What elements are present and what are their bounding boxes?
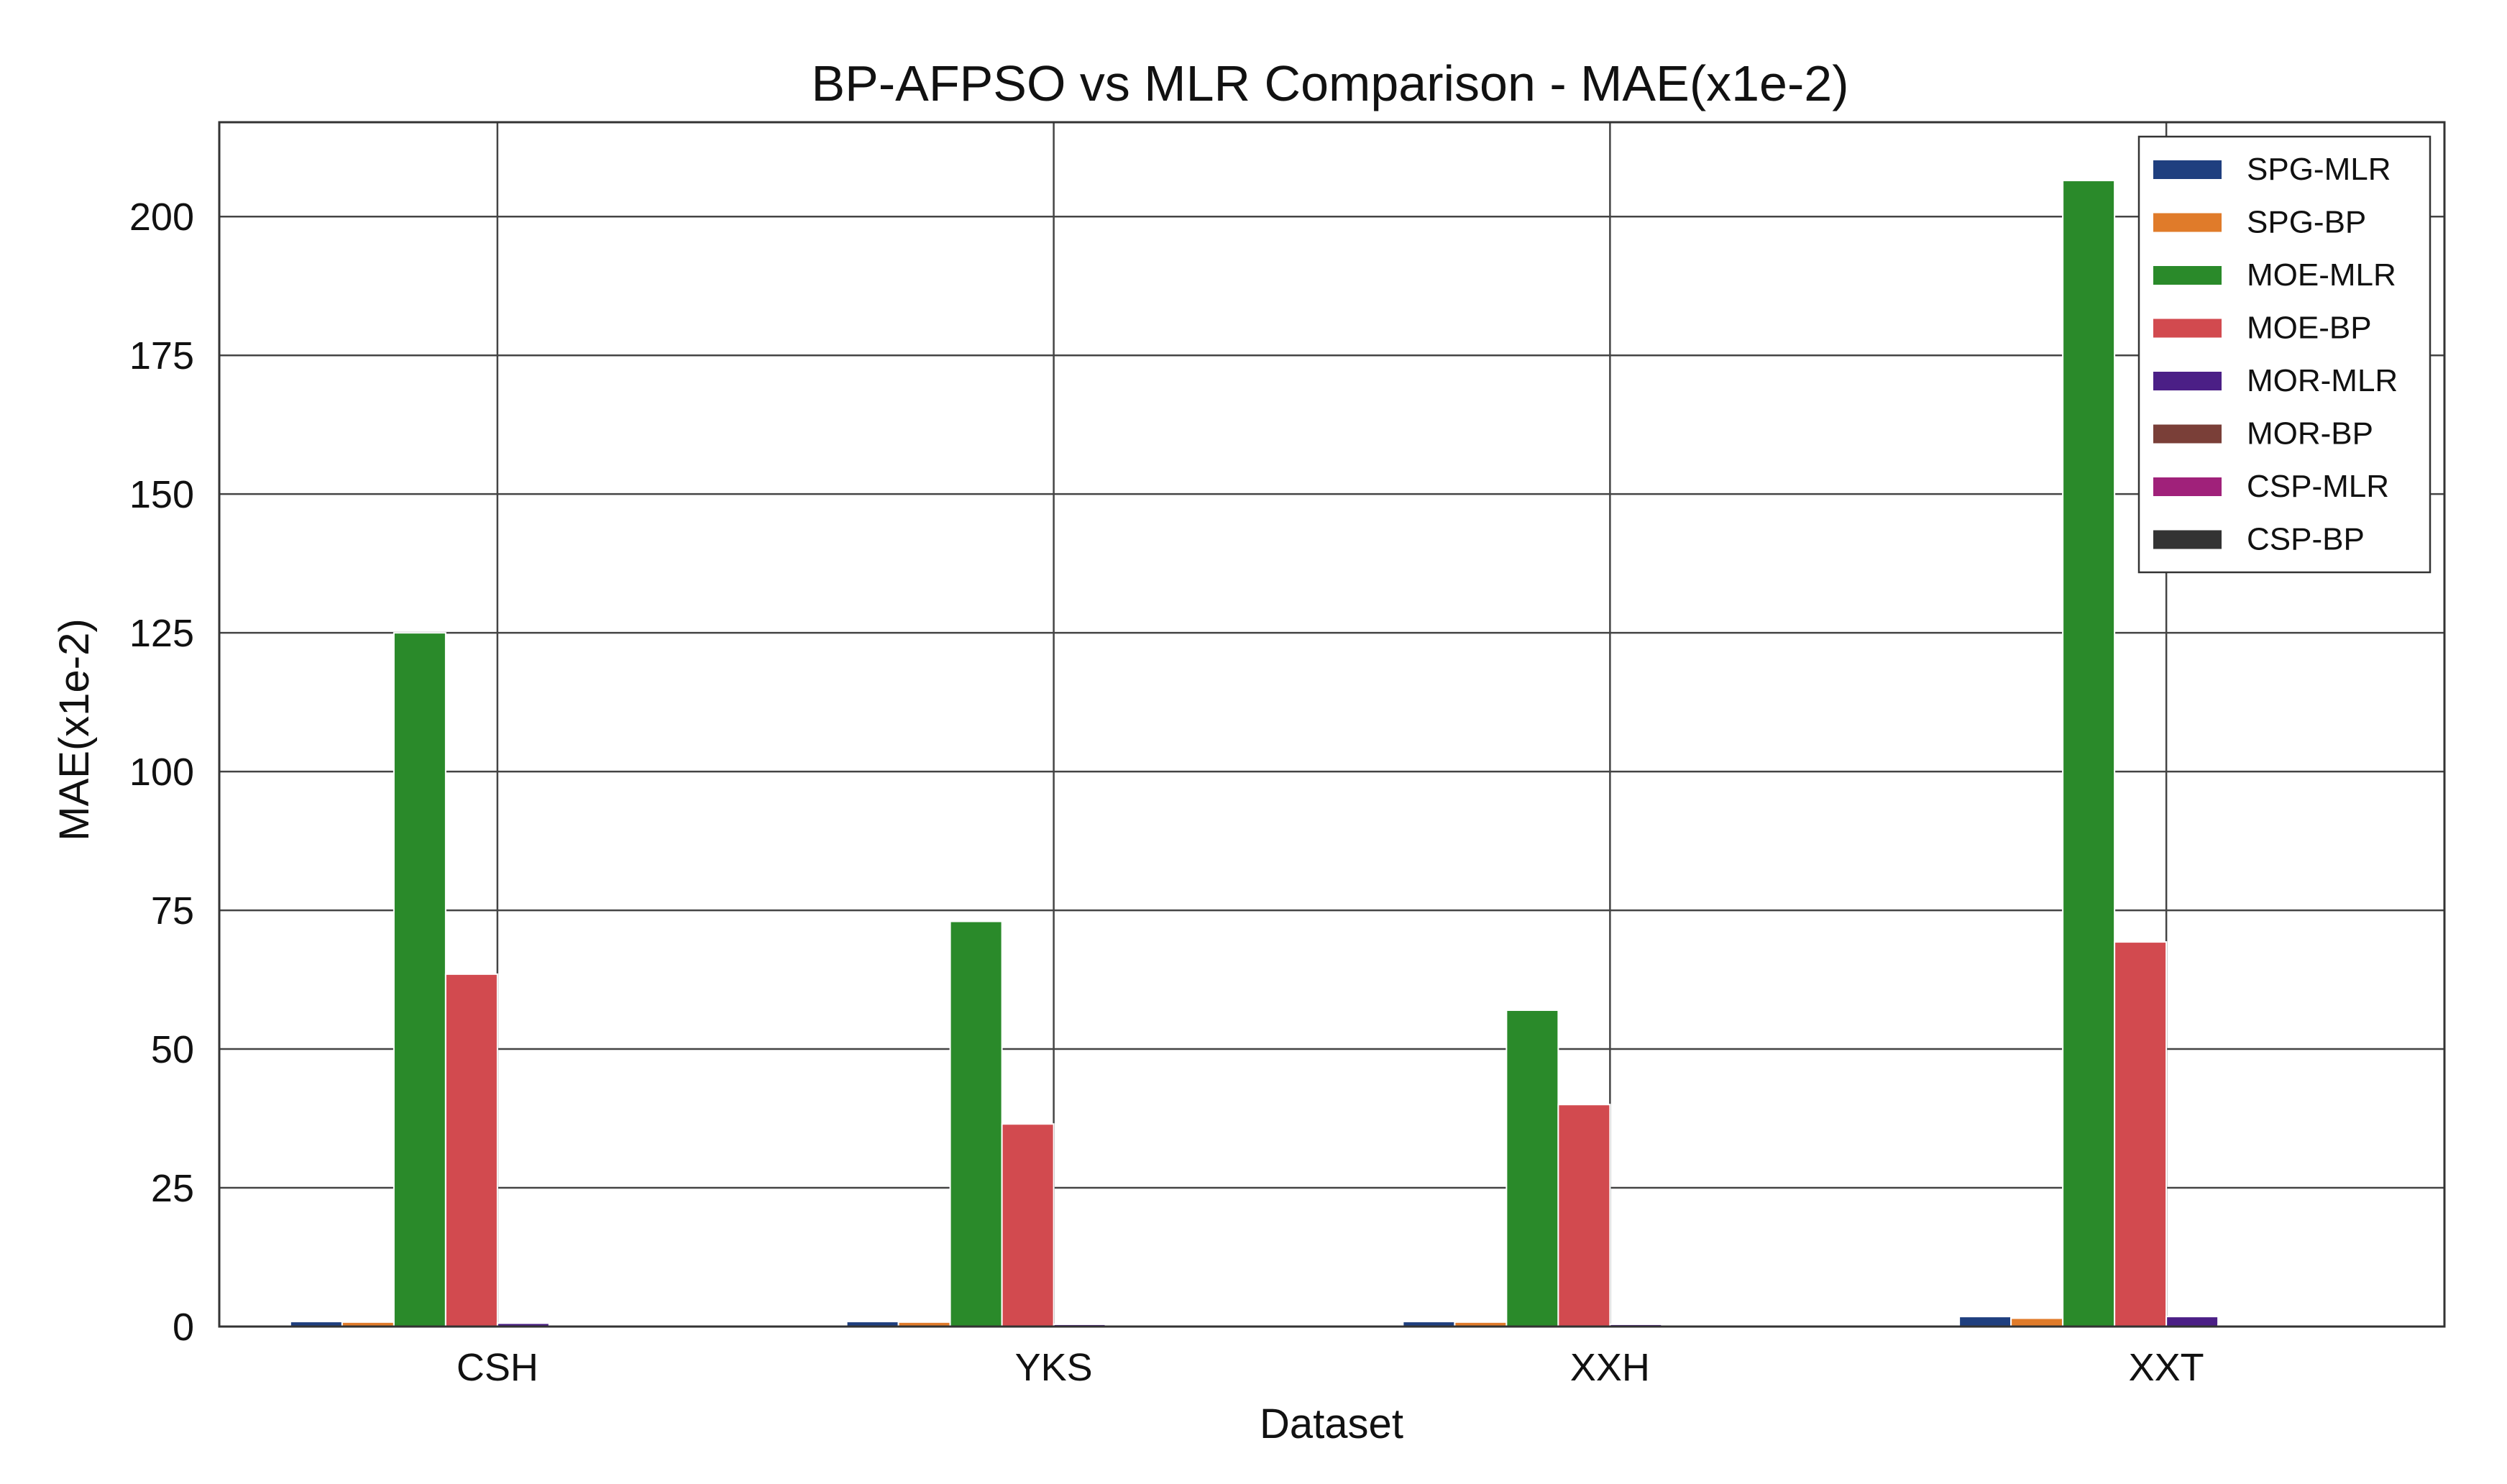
bar-moe-mlr-xxh	[1505, 1009, 1559, 1328]
x-tick-label: CSH	[457, 1346, 538, 1389]
legend-swatch	[2153, 372, 2222, 390]
bar-moe-mlr-yks	[949, 920, 1003, 1327]
y-axis-ticks: 0 25 50 75 100 125 150 175 200	[129, 196, 194, 1349]
x-axis-title: Dataset	[1260, 1401, 1403, 1447]
legend-label: CSP-BP	[2247, 522, 2365, 557]
legend: SPG-MLR SPG-BP MOE-MLR MOE-BP MOR-MLR MOR-BP C…	[2137, 135, 2432, 574]
bar-moe-mlr-xxt	[2062, 180, 2116, 1328]
legend-swatch	[2153, 266, 2222, 285]
y-tick-label: 75	[151, 889, 194, 933]
legend-label: MOR-MLR	[2247, 363, 2398, 398]
y-tick-label: 25	[151, 1167, 194, 1210]
bar-mor-mlr-xxt	[2165, 1316, 2219, 1327]
chart-title: BP-AFPSO vs MLR Comparison - MAE(x1e-2)	[811, 55, 1848, 111]
x-axis-ticks: CSH YKS XXH XXT	[457, 1346, 2204, 1389]
bar-spg-mlr-xxt	[1958, 1316, 2012, 1327]
y-tick-label: 125	[129, 612, 194, 655]
bar-spg-bp-xxt	[2010, 1317, 2064, 1327]
bar-moe-bp-xxh	[1557, 1104, 1611, 1328]
x-tick-label: XXH	[1570, 1346, 1650, 1389]
x-tick-label: YKS	[1015, 1346, 1093, 1389]
legend-swatch	[2153, 530, 2222, 549]
y-axis-title: MAE(x1e-2)	[51, 618, 98, 841]
y-tick-label: 100	[129, 751, 194, 794]
bar-moe-bp-csh	[444, 973, 498, 1327]
legend-swatch	[2153, 160, 2222, 179]
x-tick-label: XXT	[2129, 1346, 2204, 1389]
legend-swatch	[2153, 477, 2222, 496]
bar-moe-bp-yks	[1001, 1123, 1055, 1327]
bar-moe-mlr-csh	[393, 632, 446, 1327]
y-tick-label: 200	[129, 196, 194, 239]
legend-label: SPG-BP	[2247, 205, 2366, 240]
bars	[289, 180, 2375, 1328]
y-tick-label: 150	[129, 473, 194, 516]
legend-box	[2137, 135, 2432, 574]
y-tick-label: 175	[129, 334, 194, 377]
legend-swatch	[2153, 424, 2222, 444]
legend-label: SPG-MLR	[2247, 152, 2391, 187]
y-tick-label: 50	[151, 1028, 194, 1071]
legend-label: MOE-MLR	[2247, 257, 2396, 293]
legend-label: MOR-BP	[2247, 416, 2373, 452]
plot-frame	[218, 121, 2446, 1328]
bar-moe-bp-xxt	[2114, 941, 2168, 1328]
y-tick-label: 0	[173, 1306, 194, 1349]
legend-swatch	[2153, 319, 2222, 338]
legend-swatch	[2153, 213, 2222, 232]
legend-label: MOE-BP	[2247, 311, 2372, 346]
legend-label: CSP-MLR	[2247, 469, 2389, 504]
